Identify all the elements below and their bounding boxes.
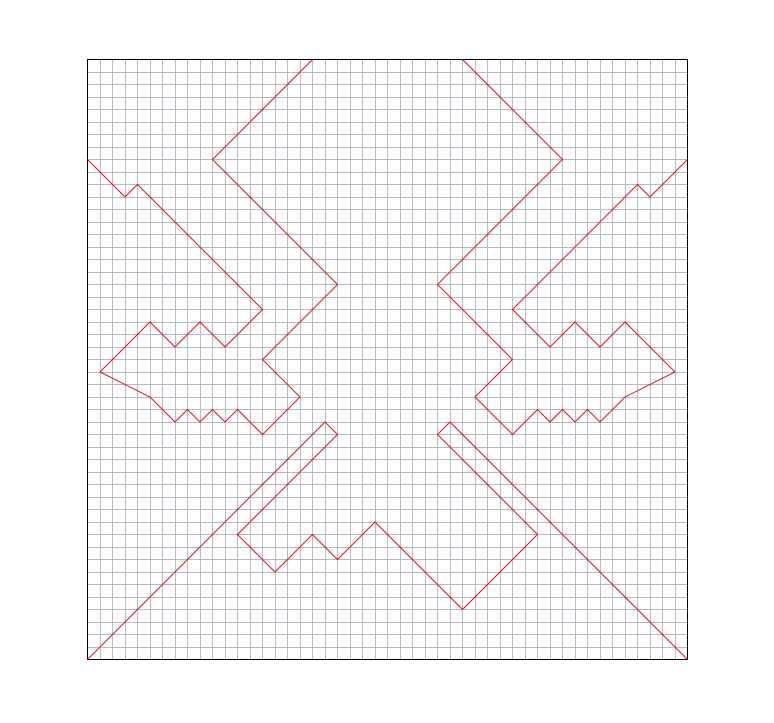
top-left-arm bbox=[87, 59, 339, 436]
diagram-frame bbox=[87, 59, 688, 660]
lower-left-diagonal bbox=[87, 421, 688, 660]
top-right-arm bbox=[436, 59, 688, 436]
path-layer bbox=[87, 59, 688, 660]
